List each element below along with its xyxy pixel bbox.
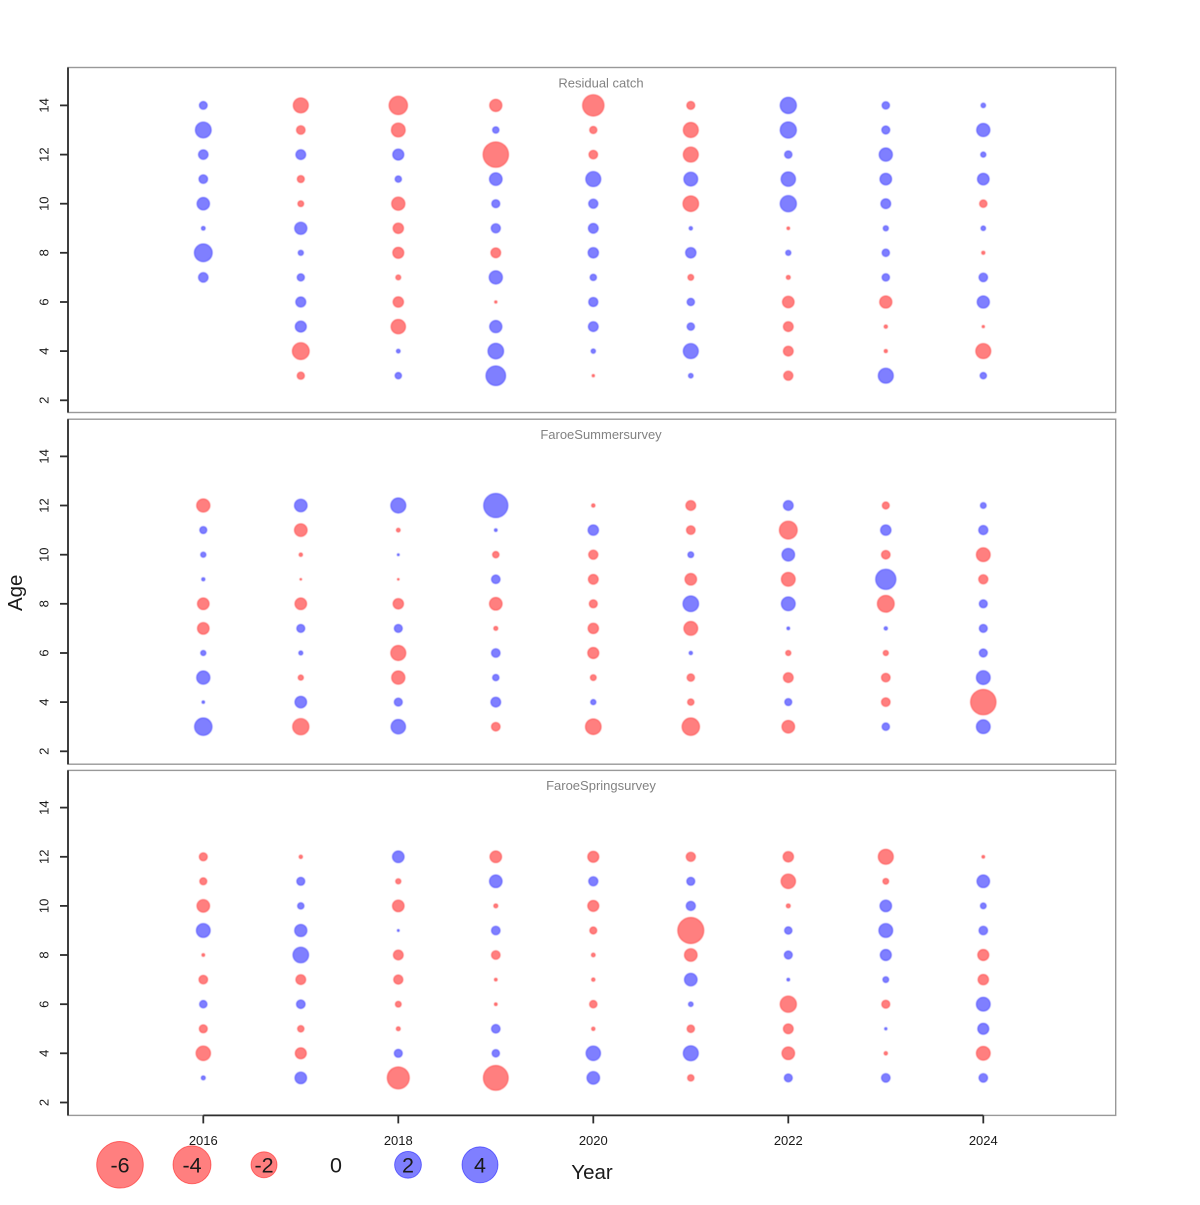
svg-text:2020: 2020 (579, 1133, 608, 1148)
svg-text:-2: -2 (254, 1153, 273, 1177)
svg-text:12: 12 (37, 498, 52, 512)
svg-text:-6: -6 (110, 1153, 129, 1177)
svg-text:2022: 2022 (774, 1133, 803, 1148)
svg-text:14: 14 (37, 449, 52, 463)
svg-text:14: 14 (37, 800, 52, 814)
svg-text:-4: -4 (182, 1153, 201, 1177)
svg-text:Residual catch: Residual catch (558, 75, 643, 90)
svg-text:8: 8 (37, 249, 52, 256)
svg-text:2: 2 (37, 748, 52, 755)
svg-text:8: 8 (37, 951, 52, 958)
svg-text:2024: 2024 (969, 1133, 998, 1148)
svg-text:14: 14 (37, 98, 52, 112)
svg-text:6: 6 (37, 1001, 52, 1008)
svg-text:FaroeSpringsurvey: FaroeSpringsurvey (546, 778, 656, 793)
svg-text:10: 10 (37, 196, 52, 210)
svg-text:2016: 2016 (189, 1133, 218, 1148)
svg-text:FaroeSummersurvey: FaroeSummersurvey (540, 427, 662, 442)
svg-text:Year: Year (571, 1161, 613, 1184)
svg-text:Age: Age (4, 575, 27, 611)
svg-text:6: 6 (37, 649, 52, 656)
svg-text:4: 4 (37, 698, 52, 705)
svg-text:2: 2 (402, 1153, 414, 1177)
svg-text:2: 2 (37, 1099, 52, 1106)
svg-text:10: 10 (37, 547, 52, 561)
svg-text:2: 2 (37, 397, 52, 404)
svg-text:8: 8 (37, 600, 52, 607)
svg-text:10: 10 (37, 899, 52, 913)
svg-text:12: 12 (37, 147, 52, 161)
svg-text:4: 4 (474, 1153, 486, 1177)
svg-text:4: 4 (37, 347, 52, 354)
svg-text:6: 6 (37, 298, 52, 305)
svg-text:2018: 2018 (384, 1133, 413, 1148)
svg-text:4: 4 (37, 1050, 52, 1057)
svg-text:12: 12 (37, 850, 52, 864)
svg-text:0: 0 (330, 1153, 342, 1177)
